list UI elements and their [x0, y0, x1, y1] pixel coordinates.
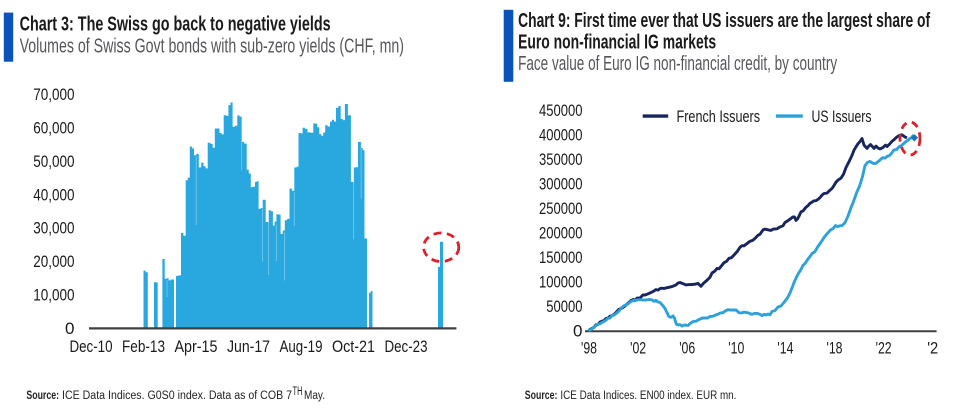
- svg-text:ICE Data Indices. G0S0 index.: ICE Data Indices. G0S0 index. Data as of…: [62, 390, 292, 402]
- svg-text:10,000: 10,000: [33, 286, 74, 305]
- svg-text:0: 0: [65, 319, 74, 338]
- svg-text:30,000: 30,000: [33, 219, 74, 238]
- svg-text:300000: 300000: [539, 174, 583, 193]
- svg-text:Face value of Euro IG non-fina: Face value of Euro IG non-financial cred…: [518, 53, 837, 75]
- svg-text:Chart 9: First time ever that: Chart 9: First time ever that US issuers…: [518, 9, 930, 32]
- svg-text:150000: 150000: [539, 248, 583, 267]
- svg-text:'02: '02: [630, 339, 646, 358]
- svg-text:'22: '22: [876, 339, 892, 358]
- svg-text:0: 0: [573, 322, 582, 341]
- svg-text:Volumes of Swiss Govt bonds wi: Volumes of Swiss Govt bonds with sub-zer…: [20, 35, 404, 57]
- svg-text:Dec-10: Dec-10: [70, 337, 113, 356]
- svg-text:ICE Data Indices. EN00 index.: ICE Data Indices. EN00 index. EUR mn.: [560, 390, 736, 402]
- svg-text:50000: 50000: [546, 297, 582, 316]
- svg-text:70,000: 70,000: [33, 85, 74, 104]
- svg-text:200000: 200000: [539, 224, 583, 243]
- svg-text:Aug-19: Aug-19: [280, 337, 323, 356]
- svg-text:250000: 250000: [539, 199, 583, 218]
- svg-text:Feb-13: Feb-13: [122, 337, 165, 356]
- svg-text:60,000: 60,000: [33, 119, 74, 138]
- svg-text:'2: '2: [927, 339, 938, 358]
- svg-text:Chart 3: The Swiss go back to: Chart 3: The Swiss go back to negative y…: [20, 13, 331, 36]
- svg-text:50,000: 50,000: [33, 152, 74, 171]
- svg-text:French Issuers: French Issuers: [677, 107, 761, 126]
- svg-text:US Issuers: US Issuers: [812, 107, 872, 126]
- svg-text:TH: TH: [293, 386, 303, 398]
- svg-text:'06: '06: [679, 339, 695, 358]
- svg-text:Source:: Source:: [525, 390, 558, 402]
- svg-text:400000: 400000: [539, 125, 583, 144]
- svg-text:Source:: Source:: [26, 390, 59, 402]
- svg-text:'98: '98: [581, 339, 597, 358]
- svg-text:100000: 100000: [539, 273, 583, 292]
- svg-text:Apr-15: Apr-15: [175, 337, 218, 356]
- svg-text:20,000: 20,000: [33, 252, 74, 271]
- svg-text:40,000: 40,000: [33, 185, 74, 204]
- svg-text:350000: 350000: [539, 150, 583, 169]
- svg-text:450000: 450000: [539, 101, 583, 120]
- svg-text:May.: May.: [304, 390, 325, 402]
- svg-text:'10: '10: [728, 339, 744, 358]
- svg-text:Oct-21: Oct-21: [332, 337, 375, 356]
- svg-text:Dec-23: Dec-23: [385, 337, 428, 356]
- svg-text:Euro non-financial IG markets: Euro non-financial IG markets: [518, 30, 716, 53]
- svg-text:Jun-17: Jun-17: [227, 337, 270, 356]
- svg-text:'14: '14: [777, 339, 793, 358]
- svg-text:'18: '18: [827, 339, 843, 358]
